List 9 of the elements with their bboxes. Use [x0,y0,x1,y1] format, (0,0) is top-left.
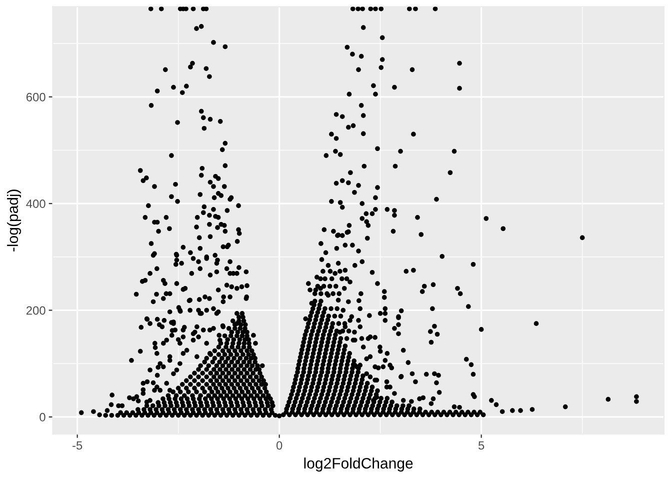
x-tick-label: 5 [478,441,484,450]
y-tick-label: 400 [26,200,46,208]
x-tick-label: 0 [276,441,282,450]
y-axis-title: -log(padj) [7,190,22,252]
y-tick-label: 200 [26,306,46,315]
y-tick-label: 600 [26,92,46,102]
x-axis-title: log2FoldChange [304,458,413,472]
x-tick-label: -5 [72,441,82,450]
y-tick-label: 0 [40,412,46,422]
